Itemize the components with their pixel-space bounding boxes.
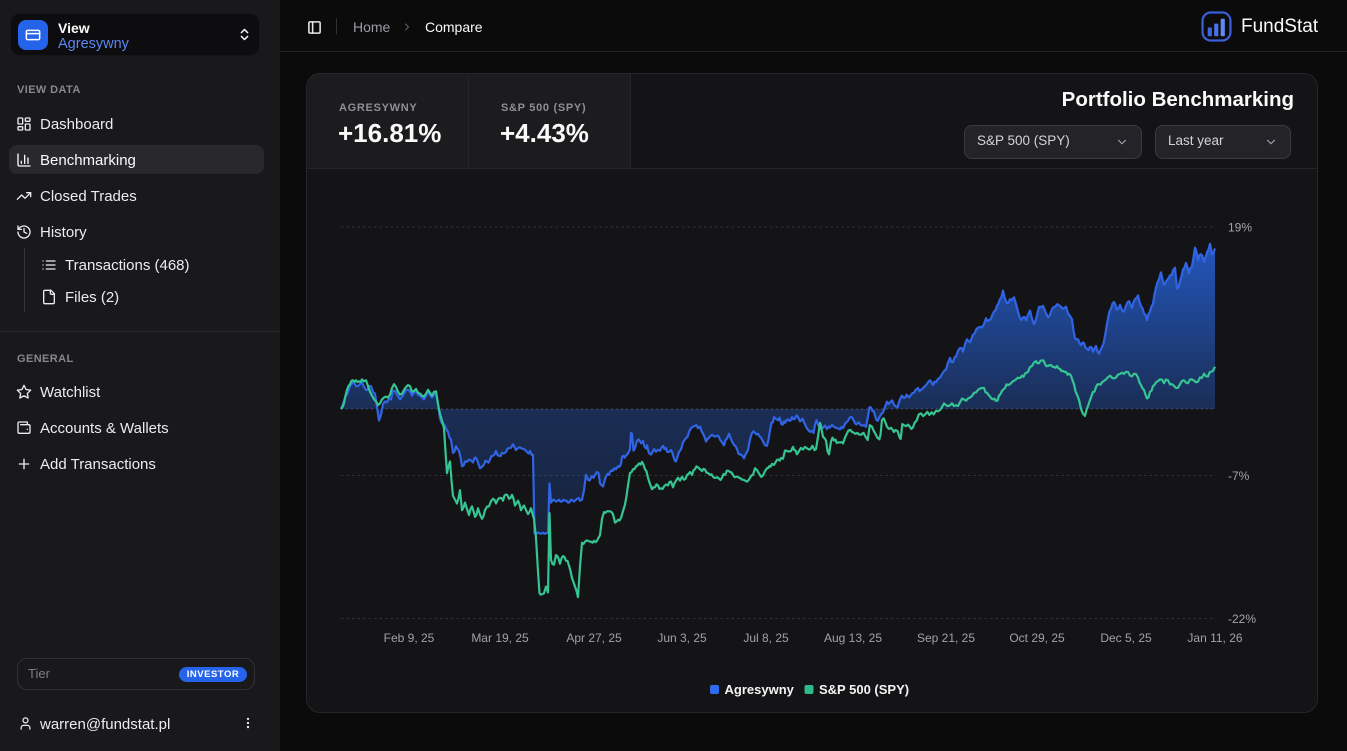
svg-text:Oct 29, 25: Oct 29, 25 <box>1009 631 1065 645</box>
svg-text:19%: 19% <box>1228 221 1252 235</box>
svg-text:Sep 21, 25: Sep 21, 25 <box>917 631 975 645</box>
svg-text:Jul 8, 25: Jul 8, 25 <box>743 631 789 645</box>
svg-text:S&P 500 (SPY): S&P 500 (SPY) <box>819 682 909 697</box>
svg-text:Jan 11, 26: Jan 11, 26 <box>1187 631 1242 645</box>
svg-text:Feb 9, 25: Feb 9, 25 <box>384 631 435 645</box>
svg-text:Aug 13, 25: Aug 13, 25 <box>824 631 882 645</box>
svg-text:Jun 3, 25: Jun 3, 25 <box>657 631 707 645</box>
svg-text:Dec 5, 25: Dec 5, 25 <box>1100 631 1152 645</box>
svg-text:Mar 19, 25: Mar 19, 25 <box>471 631 529 645</box>
svg-text:-7%: -7% <box>1228 469 1250 483</box>
svg-text:-22%: -22% <box>1228 612 1256 626</box>
svg-text:Agresywny: Agresywny <box>725 682 795 697</box>
svg-text:Apr 27, 25: Apr 27, 25 <box>566 631 622 645</box>
